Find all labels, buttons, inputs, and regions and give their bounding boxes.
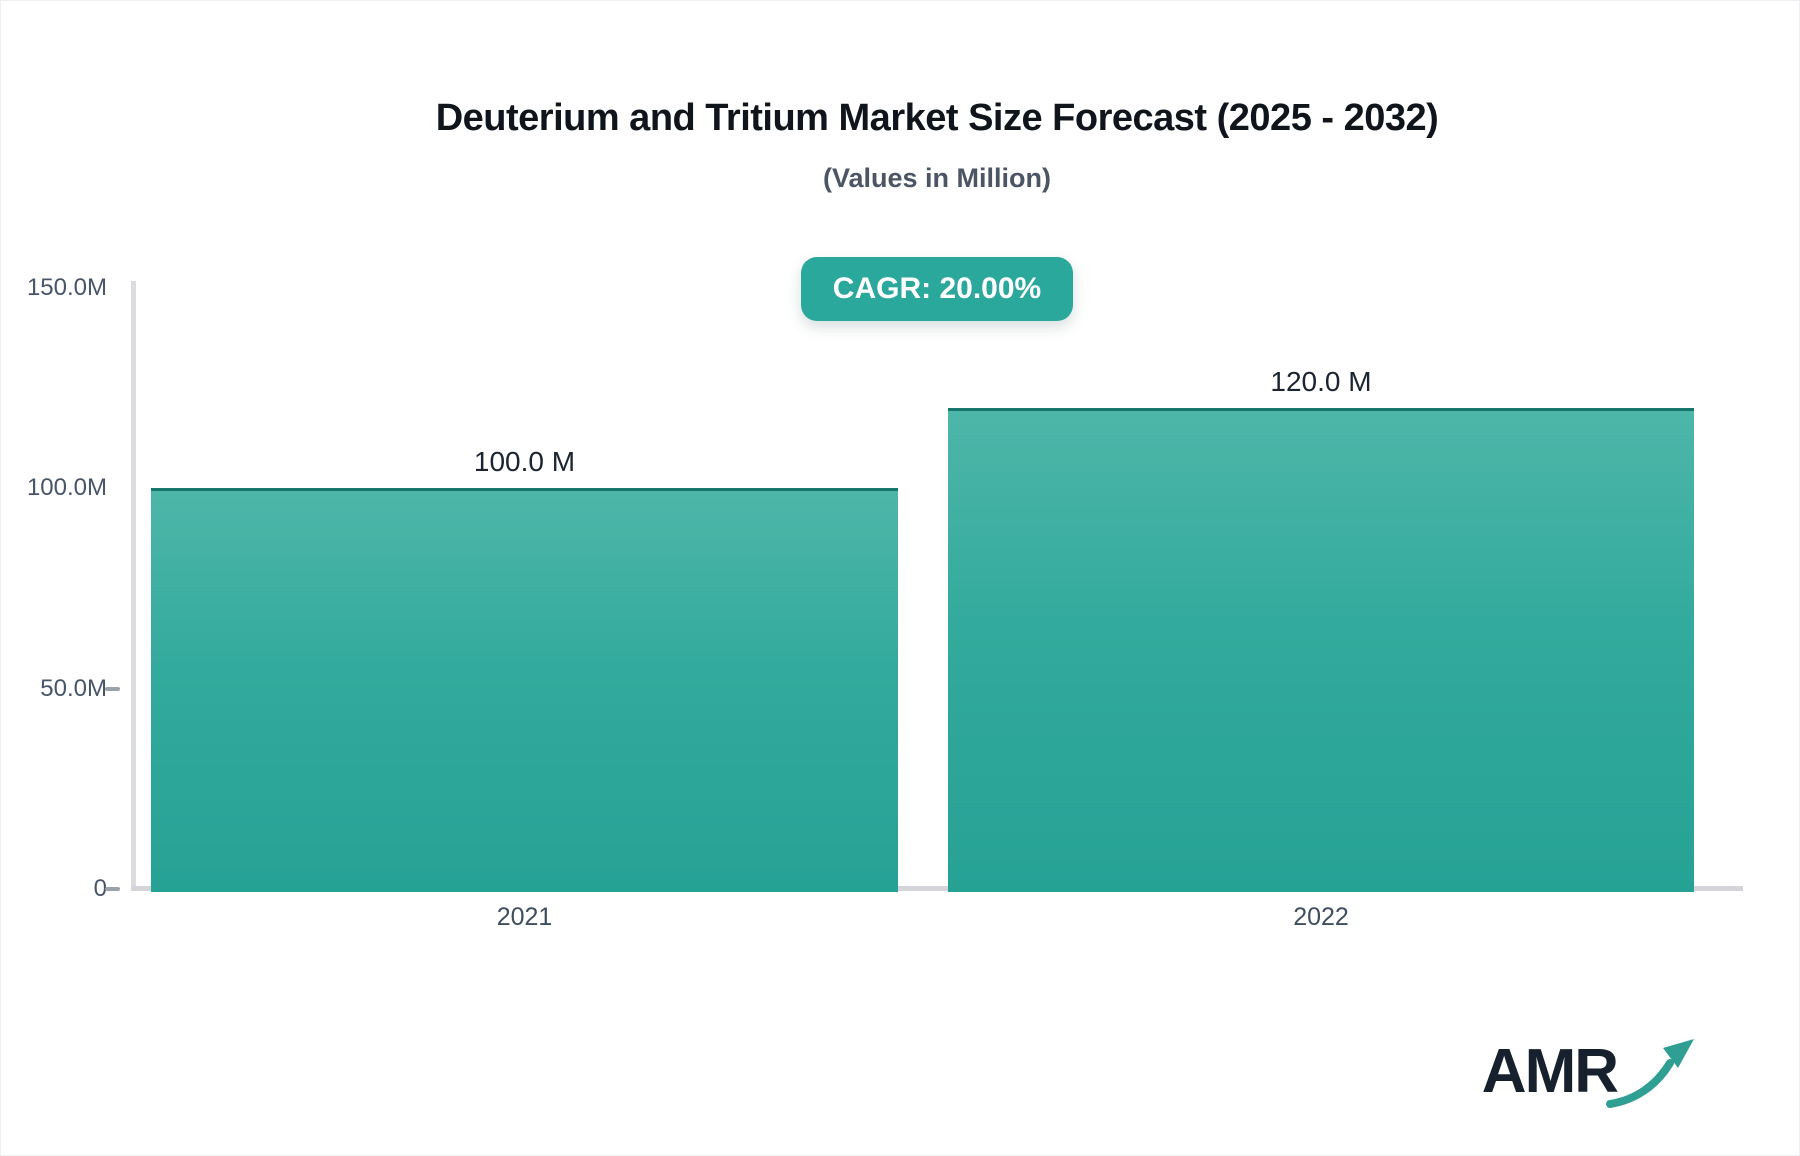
y-axis-tick-mark	[105, 887, 120, 891]
y-axis-tick-label: 100.0M	[26, 474, 107, 502]
chart-subtitle: (Values in Million)	[822, 163, 1052, 193]
x-axis-category-label: 2021	[496, 903, 553, 931]
bar-2022[interactable]	[948, 408, 1694, 892]
bar-value-label: 100.0 M	[473, 446, 576, 478]
cagr-badge: CAGR: 20.00%	[800, 257, 1074, 321]
bar-value-label: 120.0 M	[1270, 366, 1372, 398]
x-axis-line	[131, 886, 1743, 891]
x-axis-category-label: 2022	[1293, 903, 1349, 931]
y-axis-tick-label: 150.0M	[26, 274, 107, 301]
bar-2021[interactable]	[151, 488, 898, 892]
y-axis-tick-label: 50.0M	[40, 674, 107, 702]
growth-arrow-icon	[1606, 1039, 1694, 1108]
y-axis-line	[131, 281, 136, 889]
cagr-badge-row: CAGR: 20.00%	[131, 257, 1743, 321]
y-axis-tick-mark	[105, 686, 120, 691]
y-axis-tick-label: 0	[93, 875, 107, 902]
amr-logo: AMR	[1482, 1031, 1699, 1113]
chart-title: Deuterium and Tritium Market Size Foreca…	[435, 97, 1439, 139]
amr-logo-text: AMR	[1481, 1037, 1619, 1106]
